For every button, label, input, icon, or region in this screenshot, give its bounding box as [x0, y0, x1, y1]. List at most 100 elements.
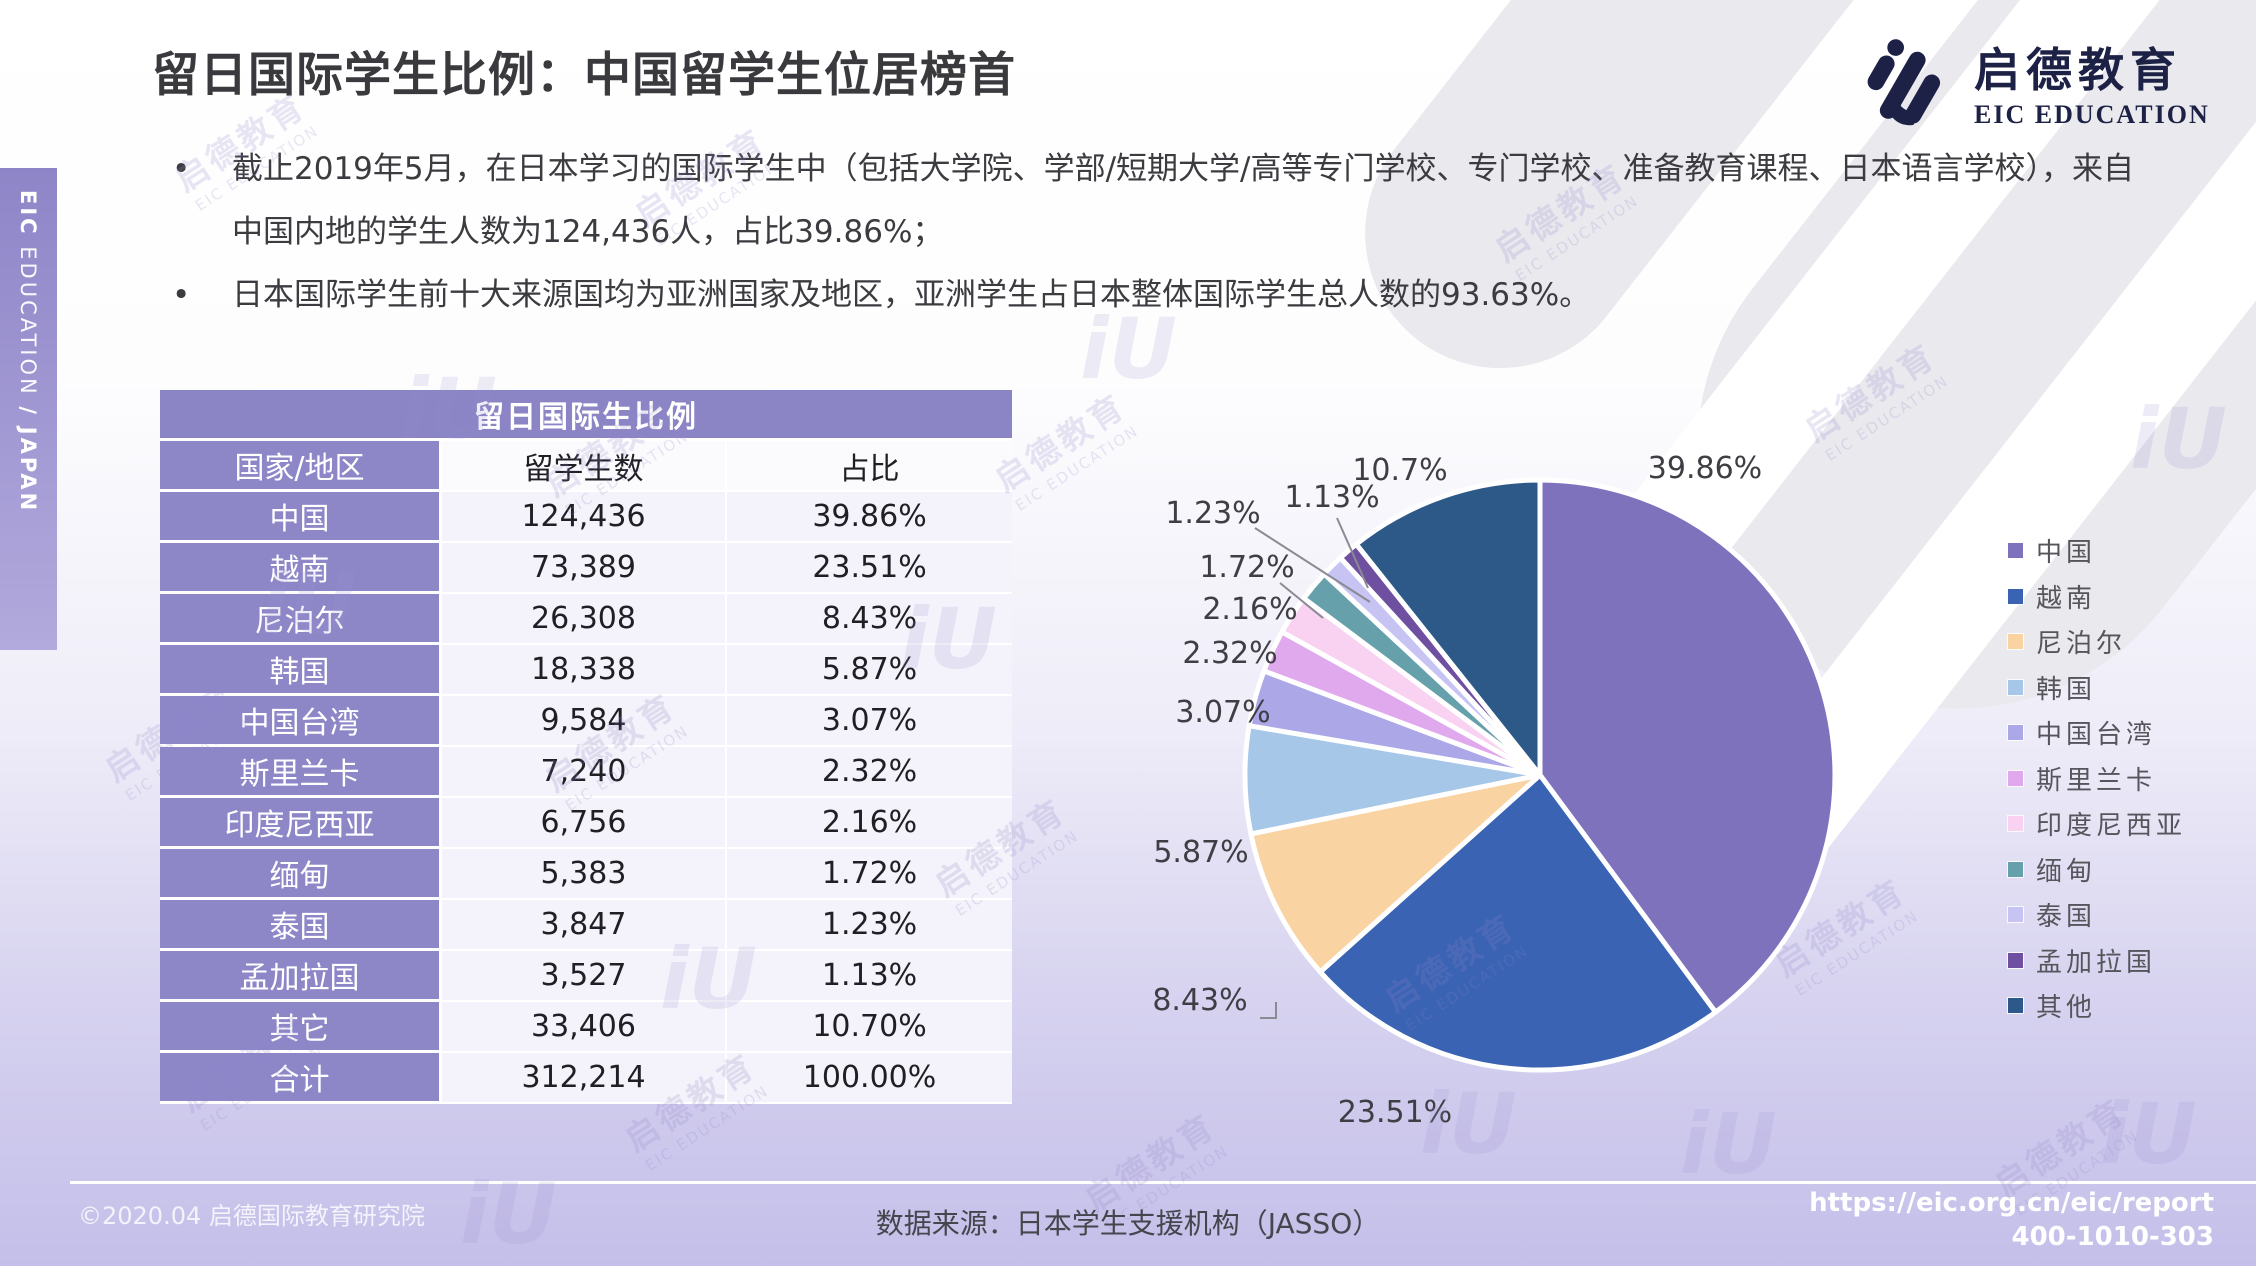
logo-en-text: EIC EDUCATION [1974, 100, 2210, 129]
table-row: 缅甸 5,383 1.72% [160, 849, 1013, 900]
pie-label-泰国: 1.23% [1165, 496, 1260, 531]
row-count: 9,584 [442, 696, 725, 747]
legend-swatch [2007, 678, 2024, 696]
table-row: 尼泊尔 26,308 8.43% [160, 594, 1013, 645]
pie-label-孟加拉国: 1.13% [1284, 480, 1379, 515]
sidebar-education: EDUCATION [16, 246, 40, 397]
data-table-container: 留日国际生比例 国家/地区 留学生数 占比 中国 124,436 39.86% 越南 7… [160, 390, 1013, 1104]
table-total-row: 合计 312,214 100.00% [160, 1053, 1013, 1104]
legend-swatch [2007, 769, 2024, 787]
table-row: 中国 124,436 39.86% [160, 492, 1013, 543]
row-count: 6,756 [442, 798, 725, 849]
row-count: 73,389 [442, 543, 725, 594]
legend-swatch [2007, 542, 2024, 560]
legend-item-中国台湾: 中国台湾 [2007, 710, 2186, 756]
col-header-count: 留学生数 [442, 441, 725, 492]
pie-slice-越南 [1317, 772, 1718, 1073]
legend-item-韩国: 韩国 [2007, 665, 2186, 711]
table-row: 孟加拉国 3,527 1.13% [160, 951, 1013, 1002]
pie-label-越南: 23.51% [1338, 1095, 1452, 1130]
legend-label: 尼泊尔 [2036, 629, 2127, 660]
table-header-row: 国家/地区 留学生数 占比 [160, 441, 1013, 492]
bullet-list: 截止2019年5月，在日本学习的国际学生中（包括大学院、学部/短期大学/高等专门… [160, 138, 2150, 327]
pie-label-尼泊尔: 8.43% [1152, 983, 1247, 1018]
table-row: 印度尼西亚 6,756 2.16% [160, 798, 1013, 849]
pie-label-缅甸: 1.72% [1199, 550, 1294, 585]
legend-item-尼泊尔: 尼泊尔 [2007, 619, 2186, 665]
legend-label: 孟加拉国 [2036, 947, 2157, 978]
legend-label: 印度尼西亚 [2036, 811, 2187, 842]
pie-chart: 39.86% 23.51% 8.43% 5.87% 3.07% 2.32% 2.16% 1.7… [1152, 451, 1838, 1130]
row-country: 韩国 [160, 645, 442, 696]
legend-label: 中国 [2036, 538, 2097, 569]
logo-cn-text: 启德教育 [1974, 43, 2182, 97]
row-country: 越南 [160, 543, 442, 594]
leader-line [1336, 517, 1369, 589]
row-percent: 100.00% [725, 1053, 1013, 1104]
legend-label: 泰国 [2036, 902, 2097, 933]
students-table: 留日国际生比例 国家/地区 留学生数 占比 中国 124,436 39.86% 越南 7… [160, 390, 1013, 1104]
pie-label-韩国: 5.87% [1153, 835, 1248, 870]
row-count: 18,338 [442, 645, 725, 696]
legend-label: 韩国 [2036, 674, 2097, 705]
legend-swatch [2007, 815, 2024, 833]
table-row: 泰国 3,847 1.23% [160, 900, 1013, 951]
row-country: 泰国 [160, 900, 442, 951]
row-count: 312,214 [442, 1053, 725, 1104]
pie-label-中国: 39.86% [1648, 451, 1762, 486]
eic-logo-icon [1867, 39, 1941, 126]
col-header-percent: 占比 [725, 441, 1013, 492]
leader-line [1260, 1002, 1277, 1019]
pie-label-中国台湾: 3.07% [1175, 695, 1270, 730]
row-country: 中国台湾 [160, 696, 442, 747]
legend-item-印度尼西亚: 印度尼西亚 [2007, 801, 2187, 847]
row-percent: 5.87% [725, 645, 1013, 696]
col-header-country: 国家/地区 [160, 441, 442, 492]
page-title: 留日国际学生比例：中国留学生位居榜首 [152, 48, 1016, 103]
legend-label: 中国台湾 [2036, 720, 2157, 751]
row-percent: 23.51% [725, 543, 1013, 594]
legend-swatch [2007, 724, 2024, 742]
legend-item-泰国: 泰国 [2007, 892, 2186, 938]
row-percent: 10.70% [725, 1002, 1013, 1053]
row-percent: 2.32% [725, 747, 1013, 798]
row-count: 3,847 [442, 900, 725, 951]
legend-swatch [2007, 906, 2024, 924]
brand-watermark-glyph: iU [2100, 1085, 2198, 1183]
row-count: 33,406 [442, 1002, 725, 1053]
row-percent: 8.43% [725, 594, 1013, 645]
row-country: 孟加拉国 [160, 951, 442, 1002]
row-percent: 39.86% [725, 492, 1013, 543]
sidebar-separator: / [16, 406, 40, 418]
legend-item-中国: 中国 [2007, 528, 2186, 574]
legend-swatch [2007, 997, 2024, 1015]
table-row: 韩国 18,338 5.87% [160, 645, 1013, 696]
row-country: 尼泊尔 [160, 594, 442, 645]
bullet-item-1: 截止2019年5月，在日本学习的国际学生中（包括大学院、学部/短期大学/高等专门… [160, 138, 2150, 264]
sidebar-japan: JAPAN [16, 426, 40, 514]
legend-label: 缅甸 [2036, 856, 2097, 887]
row-country: 中国 [160, 492, 442, 543]
sidebar-eic: EIC [16, 190, 40, 237]
eic-logo: 启德教育 EIC EDUCATION [1852, 30, 2210, 134]
leader-line [1279, 582, 1324, 619]
legend-item-孟加拉国: 孟加拉国 [2007, 938, 2186, 984]
footer-url-link[interactable]: https://eic.org.cn/eic/report [1809, 1188, 2214, 1218]
row-country: 其它 [160, 1002, 442, 1053]
row-count: 26,308 [442, 594, 725, 645]
row-percent: 1.13% [725, 951, 1013, 1002]
sidebar-vertical-label: EIC EDUCATION / JAPAN [16, 190, 40, 513]
legend-item-越南: 越南 [2007, 574, 2186, 620]
legend-item-缅甸: 缅甸 [2007, 847, 2186, 893]
row-percent: 3.07% [725, 696, 1013, 747]
brand-watermark-glyph: iU [2130, 390, 2228, 488]
table-title: 留日国际生比例 [160, 390, 1013, 441]
table-row: 越南 73,389 23.51% [160, 543, 1013, 594]
row-country: 印度尼西亚 [160, 798, 442, 849]
table-title-row: 留日国际生比例 [160, 390, 1013, 441]
row-count: 3,527 [442, 951, 725, 1002]
footer-phone: 400-1010-303 [2011, 1222, 2215, 1252]
row-country: 缅甸 [160, 849, 442, 900]
row-country: 斯里兰卡 [160, 747, 442, 798]
footer-divider [70, 1181, 2256, 1184]
